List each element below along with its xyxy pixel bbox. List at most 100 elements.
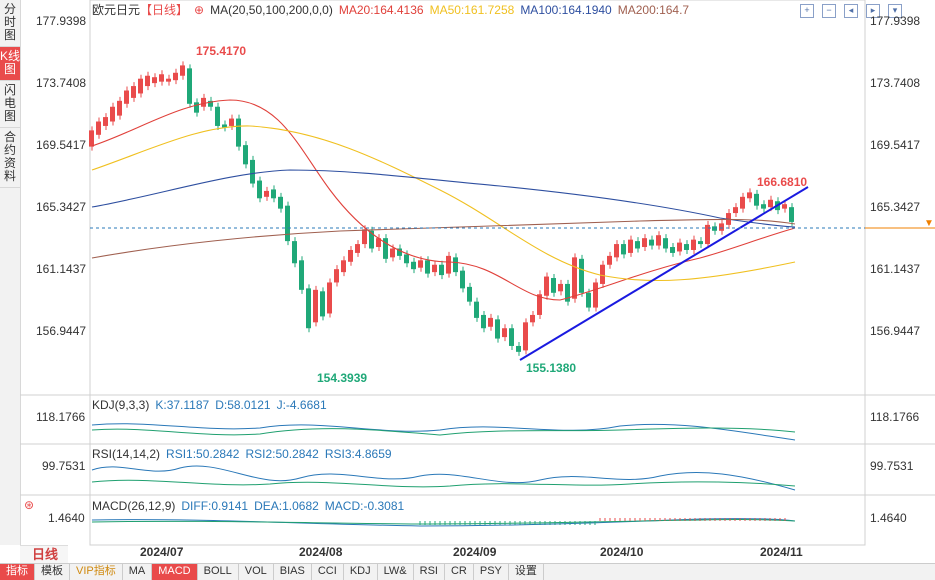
crosshair-icon[interactable]: ⊛ — [24, 498, 35, 512]
tab-contract-info-label: 合约资料 — [3, 130, 16, 183]
candle — [341, 260, 346, 273]
minus-icon[interactable]: − — [822, 4, 836, 18]
candle — [418, 260, 423, 268]
price-label-left: 173.7408 — [36, 76, 87, 90]
candle — [285, 205, 290, 242]
candle — [698, 241, 703, 245]
tab-macd[interactable]: MACD — [152, 564, 198, 580]
tab-rsi[interactable]: RSI — [414, 564, 445, 580]
candle — [761, 204, 766, 209]
tab-settings[interactable]: 设置 — [509, 564, 544, 580]
tab-kline-label: K线图 — [0, 49, 21, 76]
period-button[interactable]: 日线 — [20, 545, 68, 563]
ma-params[interactable]: MA(20,50,100,200,0,0) — [210, 3, 333, 17]
candle — [145, 75, 150, 87]
plus-icon[interactable]: + — [800, 4, 814, 18]
tab-boll[interactable]: BOLL — [198, 564, 239, 580]
candle — [712, 226, 717, 231]
tab-flash[interactable]: 闪电图 — [0, 81, 20, 128]
candle — [208, 100, 213, 107]
macd-legend: MACD(26,12,9) DIFF:0.9141 DEA:1.0682 MACD:-… — [92, 499, 410, 513]
left-arrow-icon[interactable]: ◂ — [844, 4, 858, 18]
symbol-name: 欧元日元 — [92, 3, 141, 17]
settings-icon[interactable]: ⊕ — [194, 3, 205, 17]
candle — [243, 145, 248, 165]
x-axis-label: 2024/11 — [760, 545, 803, 559]
tab-timeshare-label: 分时图 — [3, 2, 16, 42]
candle — [390, 248, 395, 258]
candle — [453, 257, 458, 273]
period-tag: 【日线】 — [140, 3, 189, 17]
candle — [537, 294, 542, 315]
price-label-right: 177.9398 — [870, 14, 921, 28]
tab-cr[interactable]: CR — [445, 564, 474, 580]
tab-timeshare[interactable]: 分时图 — [0, 0, 20, 47]
candle — [663, 238, 668, 249]
tab-lw[interactable]: LW& — [378, 564, 414, 580]
candle — [719, 223, 724, 231]
indicator-tab-bar: 指标 模板 VIP指标 MA MACD BOLL VOL BIAS CCI KD… — [0, 563, 935, 580]
rsi-label[interactable]: RSI(14,14,2) — [92, 447, 161, 461]
macd-axis-left: 1.4640 — [48, 511, 85, 525]
candle — [474, 301, 479, 318]
candle — [131, 86, 136, 98]
candle — [446, 255, 451, 274]
high-annotation: 175.4170 — [196, 44, 247, 58]
candle — [369, 230, 374, 249]
ma20-value: MA20:164.4136 — [338, 3, 424, 17]
candle — [89, 130, 94, 147]
candle — [306, 288, 311, 329]
right-arrow-icon[interactable]: ▸ — [866, 4, 880, 18]
candle — [593, 282, 598, 308]
tab-psy[interactable]: PSY — [474, 564, 509, 580]
rsi-legend: RSI(14,14,2) RSI1:50.2842 RSI2:50.2842 RSI3… — [92, 447, 398, 461]
candle — [502, 328, 507, 338]
tab-cci[interactable]: CCI — [312, 564, 344, 580]
tab-contract-info[interactable]: 合约资料 — [0, 128, 20, 188]
candle — [355, 244, 360, 253]
x-axis-label: 2024/07 — [140, 545, 184, 559]
candle — [488, 317, 493, 327]
tab-kline[interactable]: K线图 — [0, 47, 20, 81]
candle — [516, 345, 521, 352]
kdj-axis-left: 118.1766 — [36, 410, 86, 424]
candle — [187, 68, 192, 104]
rsi-axis-left: 99.7531 — [42, 459, 86, 473]
candle — [166, 78, 171, 82]
price-marker-arrow: ▼ — [924, 218, 934, 229]
candle — [607, 255, 612, 265]
candle — [635, 241, 640, 249]
tab-kdj[interactable]: KDJ — [344, 564, 378, 580]
candle — [768, 199, 773, 208]
tab-template[interactable]: 模板 — [35, 564, 70, 580]
candle — [215, 106, 220, 126]
tab-vol[interactable]: VOL — [239, 564, 274, 580]
candle — [250, 159, 255, 184]
tab-indicator[interactable]: 指标 — [0, 564, 35, 580]
candle — [327, 282, 332, 314]
candle — [432, 264, 437, 273]
kdj-label[interactable]: KDJ(9,3,3) — [92, 398, 150, 412]
low-annotation: 155.1380 — [526, 361, 577, 375]
candle — [376, 238, 381, 248]
ma50-value: MA50:161.7258 — [429, 3, 515, 17]
candle — [740, 196, 745, 209]
candle — [565, 283, 570, 302]
collapse-icon[interactable]: ▾ — [888, 4, 902, 18]
candle — [649, 239, 654, 246]
left-tab-bar: 分时图 K线图 闪电图 合约资料 — [0, 0, 21, 545]
rsi-line — [91, 465, 796, 491]
tab-ma[interactable]: MA — [123, 564, 153, 580]
tab-vip-indicator[interactable]: VIP指标 — [70, 564, 123, 580]
candle — [586, 292, 591, 308]
price-label-left: 177.9398 — [36, 14, 87, 28]
ma100-value: MA100:164.1940 — [520, 3, 612, 17]
rsi3-value: RSI3:4.8659 — [324, 447, 392, 461]
candle — [397, 248, 402, 256]
macd-label[interactable]: MACD(26,12,9) — [92, 499, 176, 513]
candle — [278, 196, 283, 209]
tab-bias[interactable]: BIAS — [274, 564, 312, 580]
kdj-d: D:58.0121 — [215, 398, 271, 412]
x-axis-label: 2024/09 — [453, 545, 497, 559]
